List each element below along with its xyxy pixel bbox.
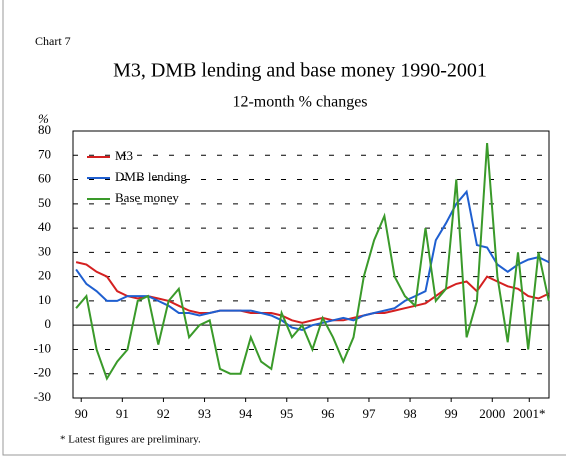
y-tick-label: 30 [38, 243, 51, 258]
x-tick-label: 2000 [479, 406, 505, 421]
chart-subtitle: 12-month % changes [232, 94, 367, 111]
y-tick-label: -20 [34, 365, 51, 380]
y-tick-label: 10 [38, 292, 51, 307]
legend-label: DMB lending [115, 169, 187, 184]
y-tick-label: 0 [45, 316, 52, 331]
series-line [75, 143, 550, 381]
y-tick-label: 70 [38, 146, 51, 161]
chart-title: M3, DMB lending and base money 1990-2001 [113, 60, 487, 82]
x-tick-label: 92 [157, 406, 170, 421]
y-axis-label: % [38, 111, 49, 126]
footnote: * Latest figures are preliminary. [60, 434, 201, 446]
y-tick-label: 20 [38, 268, 51, 283]
x-tick-label: 90 [75, 406, 88, 421]
x-tick-label: 93 [198, 406, 211, 421]
x-tick-label: 98 [404, 406, 417, 421]
series-line [75, 189, 550, 332]
series-line [75, 261, 550, 324]
legend-label: Base money [115, 190, 179, 205]
x-tick-label: 91 [116, 406, 129, 421]
y-tick-label: -30 [34, 389, 51, 404]
x-tick-label: 95 [280, 406, 293, 421]
x-tick-label: 2001* [513, 406, 546, 421]
plot-area [72, 130, 550, 399]
y-tick-label: 40 [38, 219, 51, 234]
chart-label: Chart 7 [35, 34, 71, 48]
legend-label: M3 [115, 148, 133, 163]
y-tick-label: 80 [38, 122, 51, 137]
y-tick-label: 60 [38, 171, 51, 186]
x-tick-label: 97 [362, 406, 376, 421]
x-tick-label: 96 [321, 406, 335, 421]
x-tick-label: 99 [445, 406, 458, 421]
x-tick-label: 94 [239, 406, 253, 421]
y-tick-label: 50 [38, 195, 51, 210]
y-tick-label: -10 [34, 340, 51, 355]
